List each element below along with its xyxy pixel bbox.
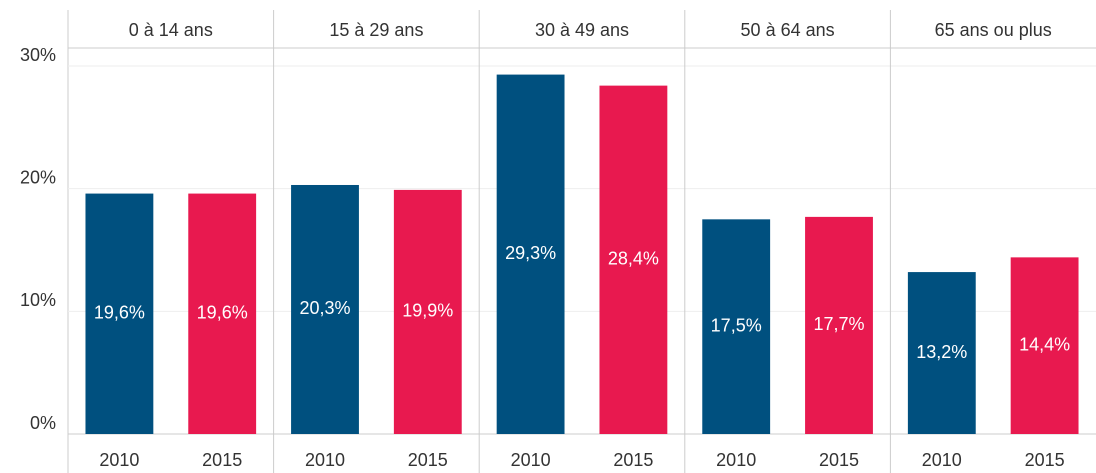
value-label: 29,3% — [505, 243, 556, 263]
x-tick-label: 2010 — [99, 450, 139, 470]
value-label: 20,3% — [299, 298, 350, 318]
panel-header: 30 à 49 ans — [535, 20, 629, 40]
bar — [291, 184, 359, 434]
y-tick-label: 20% — [20, 167, 56, 187]
x-tick-label: 2010 — [922, 450, 962, 470]
value-label: 17,7% — [813, 314, 864, 334]
panel-header: 50 à 64 ans — [741, 20, 835, 40]
y-tick-label: 0% — [30, 413, 56, 433]
bar — [805, 216, 873, 434]
value-label: 28,4% — [608, 249, 659, 269]
y-tick-label: 30% — [20, 45, 56, 65]
value-label: 17,5% — [711, 315, 762, 335]
value-label: 14,4% — [1019, 334, 1070, 354]
bar — [85, 193, 154, 434]
x-tick-label: 2010 — [511, 450, 551, 470]
bar — [702, 219, 771, 434]
bar — [599, 85, 668, 435]
panel-header: 15 à 29 ans — [329, 20, 423, 40]
x-tick-label: 2015 — [1025, 450, 1065, 470]
value-label: 13,2% — [916, 342, 967, 362]
panel-header: 0 à 14 ans — [129, 20, 213, 40]
value-label: 19,9% — [402, 301, 453, 321]
x-tick-label: 2015 — [202, 450, 242, 470]
bar — [496, 74, 565, 434]
bar — [393, 189, 462, 434]
x-tick-label: 2015 — [613, 450, 653, 470]
bar — [188, 193, 257, 434]
x-tick-label: 2010 — [305, 450, 345, 470]
value-label: 19,6% — [197, 303, 248, 323]
x-tick-label: 2010 — [716, 450, 756, 470]
panel-header: 65 ans ou plus — [935, 20, 1052, 40]
bar — [1010, 257, 1079, 434]
y-tick-label: 10% — [20, 290, 56, 310]
bar — [907, 272, 976, 434]
x-tick-label: 2015 — [819, 450, 859, 470]
x-tick-label: 2015 — [408, 450, 448, 470]
value-label: 19,6% — [94, 303, 145, 323]
